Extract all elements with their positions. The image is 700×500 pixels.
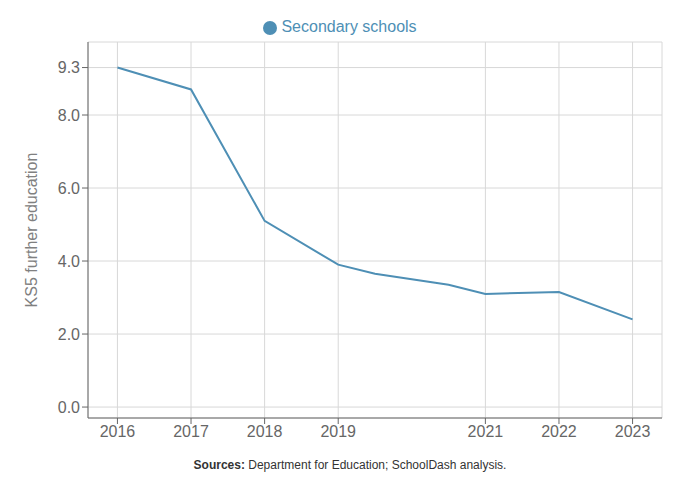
svg-text:0.0: 0.0 <box>58 399 80 416</box>
svg-text:2018: 2018 <box>247 423 283 440</box>
svg-text:9.3: 9.3 <box>58 59 80 76</box>
svg-text:6.0: 6.0 <box>58 180 80 197</box>
html-text:Sources: Department for Educat: Sources: Department for Education; Schoo… <box>193 458 507 472</box>
svg-text:2021: 2021 <box>468 423 504 440</box>
html-text:Secondary schools: Secondary schools <box>281 18 417 35</box>
svg-text:KS5 further education: KS5 further education <box>23 153 40 308</box>
svg-text:2022: 2022 <box>541 423 577 440</box>
svg-text:2017: 2017 <box>173 423 209 440</box>
svg-text:2019: 2019 <box>320 423 356 440</box>
svg-text:4.0: 4.0 <box>58 253 80 270</box>
svg-text:2016: 2016 <box>100 423 136 440</box>
svg-text:2023: 2023 <box>615 423 651 440</box>
svg-text:8.0: 8.0 <box>58 107 80 124</box>
svg-text:2.0: 2.0 <box>58 326 80 343</box>
